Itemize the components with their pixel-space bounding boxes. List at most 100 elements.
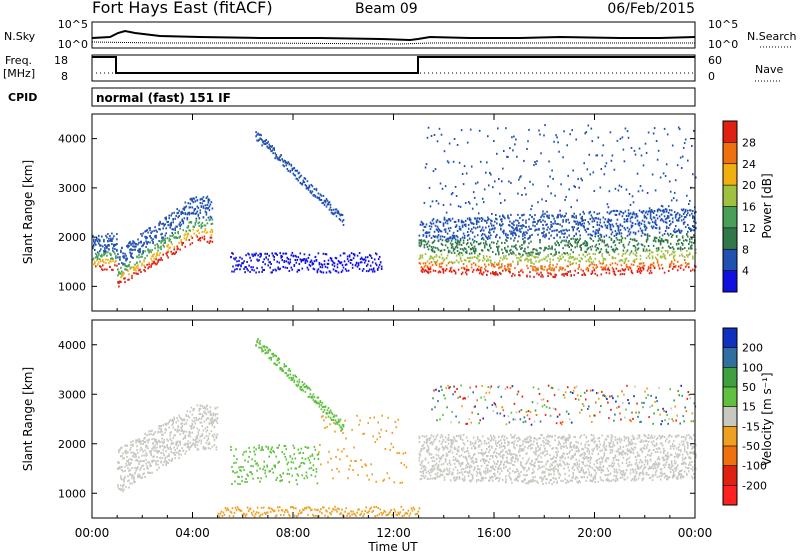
radar-return bbox=[643, 262, 645, 264]
radar-return bbox=[526, 452, 528, 454]
radar-return bbox=[598, 240, 600, 242]
radar-return bbox=[202, 225, 204, 227]
radar-return bbox=[426, 163, 428, 165]
radar-return bbox=[195, 208, 197, 210]
radar-return bbox=[438, 455, 440, 457]
radar-return bbox=[613, 248, 615, 250]
radar-return bbox=[133, 476, 135, 478]
radar-return bbox=[555, 266, 557, 268]
radar-return bbox=[273, 147, 275, 149]
nsky-label: N.Sky bbox=[4, 30, 36, 43]
radar-return bbox=[169, 247, 171, 249]
radar-return bbox=[137, 273, 139, 275]
radar-return bbox=[595, 258, 597, 260]
radar-return bbox=[579, 213, 581, 215]
radar-return bbox=[533, 263, 535, 265]
radar-return bbox=[239, 257, 241, 259]
radar-return bbox=[622, 225, 624, 227]
radar-return bbox=[316, 188, 318, 190]
radar-return bbox=[539, 467, 541, 469]
radar-return bbox=[291, 165, 293, 167]
radar-return bbox=[541, 198, 543, 200]
radar-return bbox=[189, 449, 191, 451]
radar-return bbox=[184, 431, 186, 433]
radar-return bbox=[157, 250, 159, 252]
radar-return bbox=[333, 268, 335, 270]
radar-return bbox=[483, 271, 485, 273]
radar-return bbox=[583, 226, 585, 228]
radar-return bbox=[258, 259, 260, 261]
radar-return bbox=[137, 460, 139, 462]
radar-return bbox=[452, 246, 454, 248]
radar-return bbox=[331, 258, 333, 260]
radar-return bbox=[643, 250, 645, 252]
radar-return bbox=[513, 443, 515, 445]
radar-return bbox=[462, 226, 464, 228]
radar-return bbox=[313, 263, 315, 265]
radar-return bbox=[379, 256, 381, 258]
radar-return bbox=[99, 250, 101, 252]
radar-return bbox=[543, 231, 545, 233]
radar-return bbox=[214, 444, 216, 446]
radar-return bbox=[436, 458, 438, 460]
radar-return bbox=[604, 236, 606, 238]
radar-return bbox=[343, 219, 345, 221]
radar-return bbox=[190, 435, 192, 437]
radar-return bbox=[489, 256, 491, 258]
radar-return bbox=[496, 456, 498, 458]
radar-return bbox=[531, 447, 533, 449]
radar-return bbox=[581, 258, 583, 260]
radar-return bbox=[184, 238, 186, 240]
radar-return bbox=[167, 221, 169, 223]
radar-return bbox=[140, 233, 142, 235]
radar-return bbox=[524, 446, 526, 448]
radar-return bbox=[431, 246, 433, 248]
radar-return bbox=[684, 256, 686, 258]
radar-return bbox=[665, 230, 667, 232]
radar-return bbox=[633, 264, 635, 266]
radar-return bbox=[176, 226, 178, 228]
radar-return bbox=[504, 242, 506, 244]
radar-return bbox=[490, 223, 492, 225]
radar-return bbox=[566, 236, 568, 238]
radar-return bbox=[318, 193, 320, 195]
radar-return bbox=[204, 238, 206, 240]
radar-return bbox=[644, 215, 646, 217]
radar-return bbox=[515, 219, 517, 221]
radar-return bbox=[614, 169, 616, 171]
radar-return bbox=[622, 215, 624, 217]
radar-return bbox=[167, 440, 169, 442]
radar-return bbox=[593, 171, 595, 173]
radar-return bbox=[656, 214, 658, 216]
radar-return bbox=[531, 254, 533, 256]
radar-return bbox=[620, 138, 622, 140]
radar-return bbox=[423, 473, 425, 475]
radar-return bbox=[544, 454, 546, 456]
radar-return bbox=[616, 210, 618, 212]
radar-return bbox=[459, 476, 461, 478]
radar-return bbox=[615, 274, 617, 276]
radar-return bbox=[216, 449, 218, 451]
radar-return bbox=[205, 448, 207, 450]
radar-return bbox=[461, 260, 463, 262]
radar-return bbox=[596, 244, 598, 246]
radar-return bbox=[574, 246, 576, 248]
radar-return bbox=[687, 212, 689, 214]
radar-return bbox=[641, 270, 643, 272]
radar-return bbox=[580, 269, 582, 271]
radar-return bbox=[555, 460, 557, 462]
radar-return bbox=[159, 457, 161, 459]
radar-return bbox=[163, 439, 165, 441]
radar-return bbox=[540, 247, 542, 249]
radar-return bbox=[545, 482, 547, 484]
radar-return bbox=[137, 265, 139, 267]
radar-return bbox=[527, 140, 529, 142]
radar-return bbox=[621, 211, 623, 213]
radar-return bbox=[120, 267, 122, 269]
radar-return bbox=[586, 231, 588, 233]
radar-return bbox=[197, 211, 199, 213]
radar-return bbox=[192, 414, 194, 416]
radar-return bbox=[619, 233, 621, 235]
radar-return bbox=[440, 271, 442, 273]
radar-return bbox=[659, 227, 661, 229]
